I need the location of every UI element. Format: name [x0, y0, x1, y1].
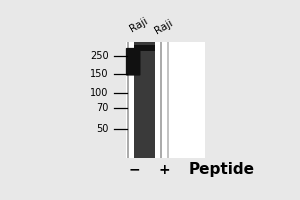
Text: 50: 50: [96, 124, 108, 134]
Bar: [134, 45, 155, 51]
Text: +: +: [158, 163, 170, 177]
Text: 100: 100: [90, 88, 108, 98]
Text: 250: 250: [90, 51, 108, 61]
Text: 70: 70: [96, 103, 108, 113]
Bar: [134, 42, 155, 158]
Text: 150: 150: [90, 69, 108, 79]
Text: Raji: Raji: [128, 16, 149, 34]
Bar: [167, 42, 169, 158]
Bar: [126, 42, 205, 158]
Text: −: −: [128, 163, 140, 177]
Bar: [127, 42, 129, 158]
Text: Raji: Raji: [153, 17, 175, 36]
Text: Peptide: Peptide: [189, 162, 255, 177]
Bar: [160, 42, 162, 158]
FancyBboxPatch shape: [126, 48, 140, 76]
